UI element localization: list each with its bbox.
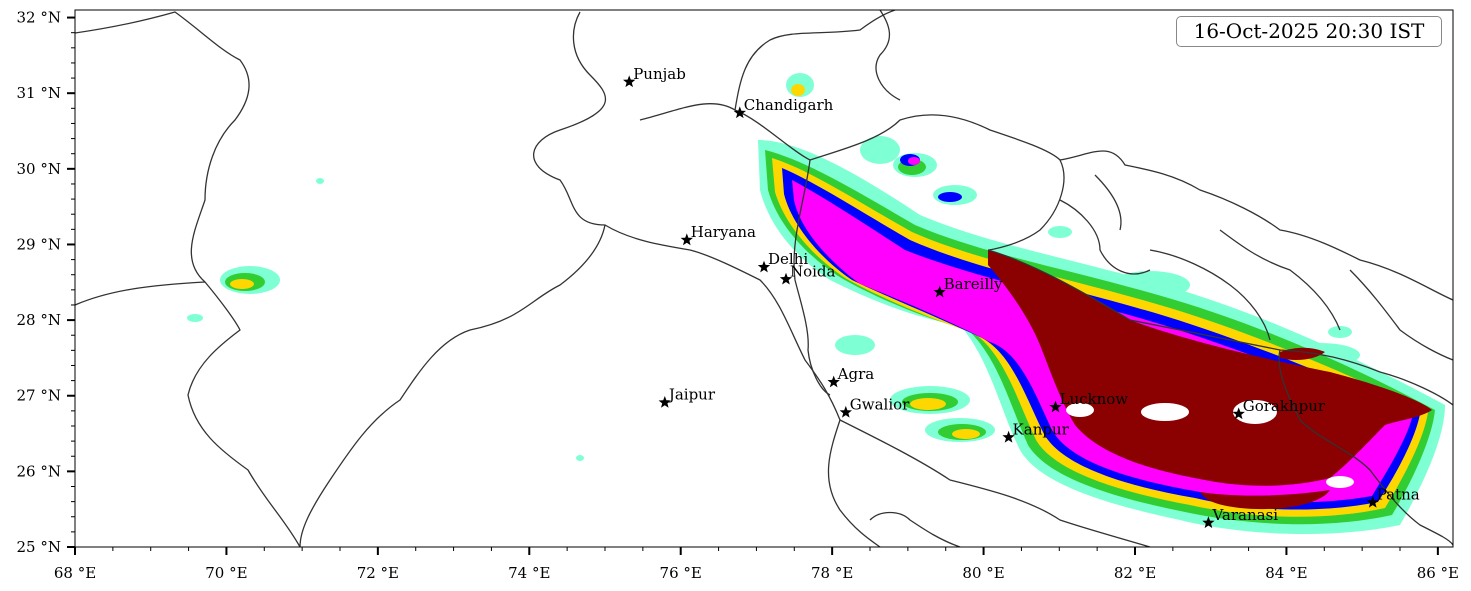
nepal-districts-3 bbox=[1219, 229, 1341, 331]
city-label: Jaipur bbox=[667, 386, 716, 404]
precip-gaps bbox=[1066, 400, 1354, 488]
x-tick-label: 72 °E bbox=[357, 564, 399, 582]
x-tick-label: 82 °E bbox=[1114, 564, 1156, 582]
star-icon bbox=[1202, 516, 1215, 529]
city-label: Chandigarh bbox=[744, 96, 834, 114]
city-lucknow: Lucknow bbox=[1049, 390, 1129, 413]
x-tick-label: 74 °E bbox=[508, 564, 550, 582]
x-tick-label: 68 °E bbox=[54, 564, 96, 582]
city-patna: Patna bbox=[1366, 485, 1420, 508]
axes: 68 °E 70 °E 72 °E 74 °E 76 °E 78 °E 80 °E 82 °E… bbox=[17, 9, 1459, 582]
himachal-border bbox=[639, 10, 896, 121]
star-icon bbox=[757, 260, 771, 273]
international-border-west bbox=[75, 281, 301, 547]
city-haryana: Haryana bbox=[680, 223, 756, 246]
city-label: Kanpur bbox=[1013, 420, 1070, 438]
star-icon bbox=[680, 233, 693, 246]
y-tick-label: 30 °N bbox=[17, 160, 61, 178]
city-label: Gwalior bbox=[850, 395, 910, 413]
city-kanpur: Kanpur bbox=[1002, 420, 1070, 443]
y-tick-label: 28 °N bbox=[17, 311, 61, 329]
star-icon bbox=[1232, 407, 1245, 420]
timestamp-label: 16-Oct-2025 20:30 IST bbox=[1176, 16, 1442, 47]
nepal-districts-5 bbox=[1094, 174, 1122, 231]
city-label: Haryana bbox=[691, 223, 756, 241]
city-label: Bareilly bbox=[944, 275, 1003, 293]
haryana-up-border bbox=[734, 109, 831, 396]
nepal-districts-4 bbox=[1349, 269, 1453, 361]
city-label: Noida bbox=[790, 262, 836, 280]
city-delhi: Delhi bbox=[757, 250, 808, 273]
city-varanasi: Varanasi bbox=[1202, 506, 1278, 529]
x-tick-label: 78 °E bbox=[811, 564, 853, 582]
y-tick-label: 26 °N bbox=[17, 462, 61, 480]
star-icon bbox=[827, 375, 840, 388]
star-icon bbox=[733, 106, 746, 119]
y-tick-label: 27 °N bbox=[17, 387, 61, 405]
nepal-border-south bbox=[987, 249, 1453, 406]
star-icon bbox=[1002, 430, 1015, 443]
nepal-districts-1 bbox=[1059, 199, 1151, 275]
city-gwalior: Gwalior bbox=[839, 395, 910, 418]
pakistan-india-border bbox=[299, 11, 607, 547]
x-tick-label: 84 °E bbox=[1265, 564, 1307, 582]
tibet-border bbox=[875, 10, 901, 101]
city-punjab: Punjab bbox=[623, 65, 686, 88]
city-label: Delhi bbox=[768, 250, 808, 268]
city-label: Varanasi bbox=[1211, 506, 1278, 524]
up-mp-border bbox=[839, 419, 1151, 547]
y-tick-label: 29 °N bbox=[17, 235, 61, 253]
city-label: Agra bbox=[837, 365, 875, 383]
star-icon bbox=[779, 272, 793, 285]
punjab-haryana-border bbox=[604, 224, 881, 547]
city-label: Patna bbox=[1377, 485, 1420, 503]
up-bihar-border bbox=[1278, 349, 1453, 546]
star-icon bbox=[1366, 495, 1379, 508]
city-label: Punjab bbox=[633, 65, 686, 83]
x-tick-label: 86 °E bbox=[1417, 564, 1459, 582]
city-noida: Noida bbox=[779, 262, 836, 285]
city-jaipur: Jaipur bbox=[658, 386, 716, 408]
x-tick-label: 76 °E bbox=[660, 564, 702, 582]
political-borders bbox=[75, 10, 1453, 547]
star-icon bbox=[839, 405, 852, 418]
mp-fragment bbox=[869, 511, 961, 547]
city-label: Lucknow bbox=[1060, 390, 1129, 408]
precipitation-field bbox=[187, 73, 1445, 535]
afghanistan-border bbox=[75, 11, 250, 283]
star-icon bbox=[1049, 400, 1062, 413]
star-icon bbox=[933, 285, 946, 298]
nepal-border-north bbox=[1059, 150, 1453, 301]
y-tick-label: 31 °N bbox=[17, 84, 61, 102]
y-tick-label: 32 °N bbox=[17, 9, 61, 27]
star-icon bbox=[623, 75, 636, 88]
plot-frame bbox=[74, 9, 1454, 548]
city-agra: Agra bbox=[827, 365, 875, 388]
city-label: Gorakhpur bbox=[1243, 397, 1326, 415]
star-icon bbox=[658, 396, 671, 408]
uttarakhand-border bbox=[809, 114, 1065, 251]
city-chandigarh: Chandigarh bbox=[733, 96, 834, 119]
x-tick-label: 70 °E bbox=[205, 564, 247, 582]
nepal-districts-2 bbox=[1149, 249, 1271, 341]
city-gorakhpur: Gorakhpur bbox=[1232, 397, 1326, 420]
x-tick-label: 80 °E bbox=[962, 564, 1004, 582]
y-tick-label: 25 °N bbox=[17, 538, 61, 556]
city-bareilly: Bareilly bbox=[933, 275, 1003, 298]
